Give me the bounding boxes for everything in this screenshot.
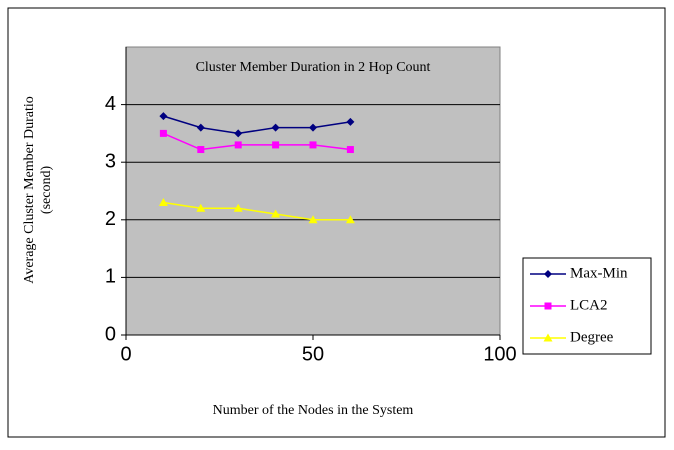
plot-area xyxy=(125,46,501,336)
marker xyxy=(197,146,205,154)
x-axis-label: Number of the Nodes in the System xyxy=(213,403,414,418)
marker xyxy=(543,333,553,342)
y-tick-label: 3 xyxy=(105,150,116,172)
chart-title: Cluster Member Duration in 2 Hop Count xyxy=(196,60,431,75)
marker xyxy=(309,123,317,132)
marker xyxy=(309,141,317,149)
marker xyxy=(346,117,355,126)
y-axis-label: (second) xyxy=(39,166,54,215)
marker xyxy=(233,203,243,212)
y-axis-label: Average Cluster Member Duratio xyxy=(22,96,37,284)
marker xyxy=(234,129,243,138)
marker xyxy=(234,141,242,149)
legend-label: LCA2 xyxy=(570,297,608,313)
series-line xyxy=(163,115,351,135)
marker xyxy=(544,302,552,310)
marker xyxy=(346,146,354,154)
marker xyxy=(196,203,206,212)
y-tick-label: 1 xyxy=(105,266,116,288)
series-line xyxy=(163,132,351,151)
marker xyxy=(271,209,281,218)
legend-label: Degree xyxy=(570,329,614,345)
series-line xyxy=(163,201,351,221)
y-tick-label: 0 xyxy=(105,323,116,345)
marker xyxy=(159,129,167,137)
marker xyxy=(345,215,355,224)
marker xyxy=(158,198,168,207)
marker xyxy=(159,112,168,121)
legend-label: Max-Min xyxy=(570,265,628,281)
x-tick-label: 0 xyxy=(120,343,131,365)
marker xyxy=(196,123,205,132)
marker xyxy=(308,215,318,224)
marker xyxy=(544,270,552,278)
y-tick-label: 4 xyxy=(105,93,116,115)
y-tick-label: 2 xyxy=(105,208,116,230)
x-tick-label: 100 xyxy=(483,343,516,365)
x-tick-label: 50 xyxy=(302,343,324,365)
marker xyxy=(272,141,280,149)
marker xyxy=(271,123,280,132)
